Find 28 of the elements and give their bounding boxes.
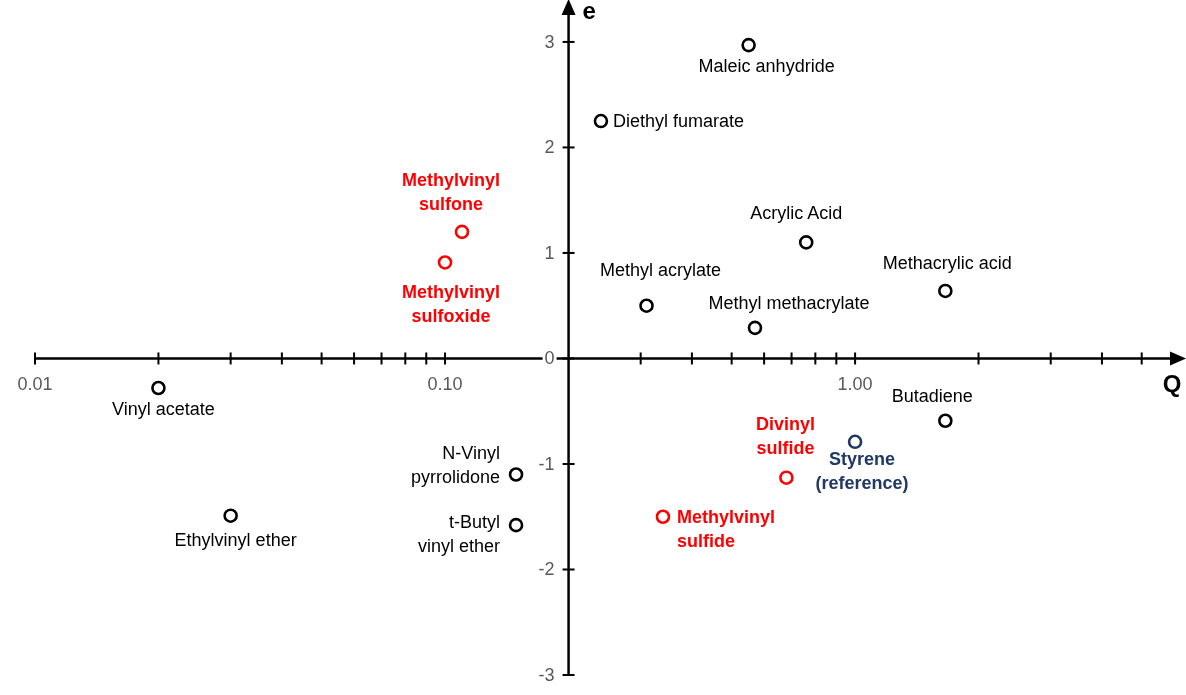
annotation: Acrylic Acid: [750, 203, 843, 224]
annotation: Methylvinyl sulfoxide: [402, 282, 501, 327]
y-tick-label: -3: [538, 665, 555, 685]
x-tick-label: 1.00: [837, 374, 873, 395]
x-tick-label: 0.10: [427, 374, 463, 395]
annotation: t-Butyl vinyl ether: [418, 512, 501, 557]
y-tick-label: -1: [538, 453, 555, 474]
annotation: Methacrylic acid: [882, 252, 1012, 273]
annotation: Methyl methacrylate: [708, 292, 870, 313]
annotation: Methylvinyl sulfide: [676, 506, 775, 551]
annotation: N-Vinyl pyrrolidone: [410, 442, 501, 487]
annotation: Ethylvinyl ether: [174, 529, 297, 550]
x-tick-label: 0.01: [17, 374, 53, 395]
y-tick-label: -2: [538, 559, 555, 580]
annotation: Methyl acrylate: [600, 259, 722, 280]
annotation: Diethyl fumarate: [612, 111, 745, 132]
y-tick-label: 3: [544, 31, 555, 52]
annotation: Methylvinyl sulfone: [402, 169, 501, 214]
annotation: Styrene (reference): [815, 448, 909, 493]
y-tick-label: 2: [544, 137, 555, 158]
y-axis-title: e: [582, 0, 596, 24]
annotation: Maleic anhydride: [698, 56, 835, 77]
y-tick-label: 1: [544, 242, 555, 263]
annotation: Butadiene: [891, 385, 973, 406]
y-tick-label: 0: [544, 348, 555, 369]
annotation: Vinyl acetate: [112, 399, 215, 420]
x-axis-title: Q: [1162, 370, 1182, 398]
annotation: Divinyl sulfide: [755, 413, 815, 458]
